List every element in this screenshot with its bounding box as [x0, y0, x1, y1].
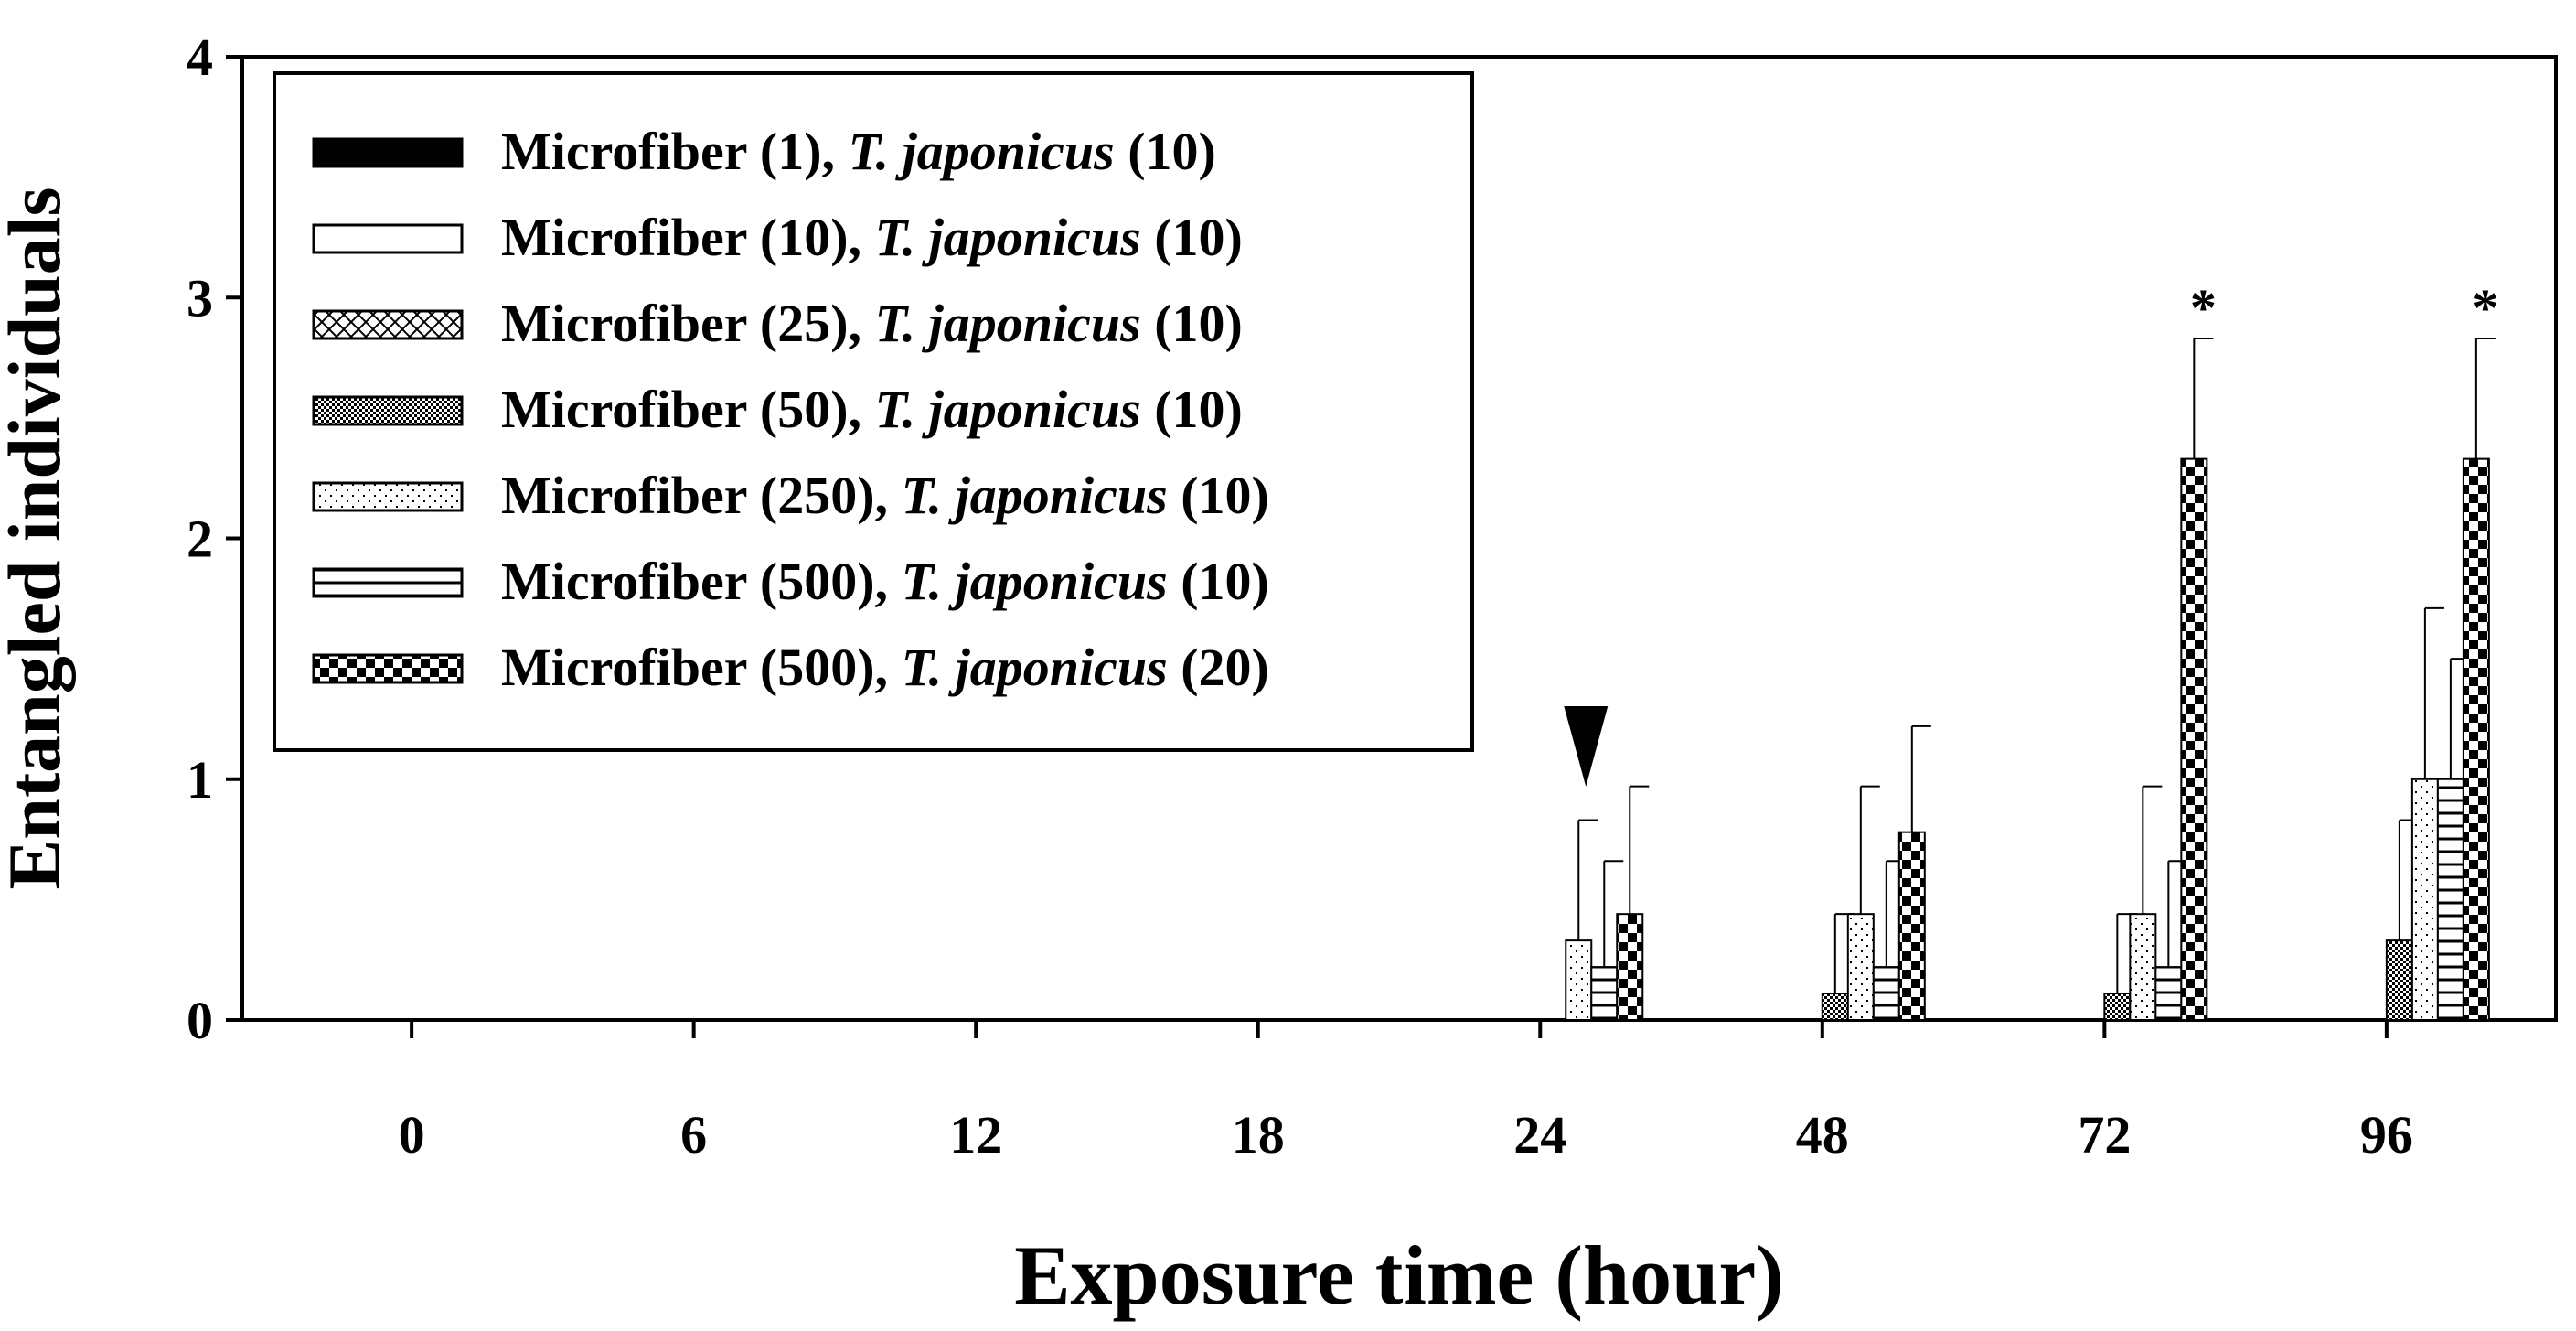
- arrowhead-marker: [1564, 706, 1609, 787]
- bar: [1616, 913, 1644, 1021]
- legend-swatch: [312, 567, 464, 598]
- y-tick-label: 0: [187, 991, 213, 1050]
- x-tick-label: 48: [1796, 1105, 1849, 1165]
- x-tick-label: 96: [2360, 1105, 2413, 1165]
- x-tick-label: 0: [399, 1105, 425, 1165]
- bar: [2103, 993, 2132, 1021]
- legend-swatch: [312, 395, 464, 426]
- legend-label: Microfiber (25), T. japonicus (10): [501, 294, 1243, 353]
- bar: [2462, 457, 2490, 1021]
- bar: [2180, 457, 2208, 1021]
- bar: [1565, 939, 1593, 1021]
- x-tick-label: 6: [680, 1105, 707, 1165]
- y-axis-title: Entangled individuals: [0, 188, 76, 890]
- legend-swatch: [312, 137, 464, 168]
- legend-label: Microfiber (1), T. japonicus (10): [501, 122, 1216, 181]
- legend: Microfiber (1), T. japonicus (10) Microfi…: [273, 71, 1474, 752]
- x-axis-title: Exposure time (hour): [1014, 1229, 1784, 1322]
- y-tick-label: 1: [187, 750, 213, 810]
- legend-swatch: [312, 481, 464, 512]
- bar: [2154, 966, 2183, 1021]
- significance-marker: *: [2472, 278, 2498, 338]
- y-tick-label: 2: [187, 510, 213, 569]
- legend-label: Microfiber (10), T. japonicus (10): [501, 208, 1243, 267]
- y-tick-label: 4: [187, 27, 213, 87]
- bar: [1897, 831, 1926, 1021]
- legend-label: Microfiber (250), T. japonicus (10): [501, 466, 1269, 525]
- bar: [1821, 993, 1849, 1021]
- bar: [2436, 778, 2464, 1021]
- legend-label: Microfiber (500), T. japonicus (10): [501, 552, 1269, 611]
- legend-swatch: [312, 309, 464, 340]
- bar: [1846, 913, 1875, 1021]
- significance-marker: *: [2190, 278, 2217, 338]
- legend-label: Microfiber (50), T. japonicus (10): [501, 380, 1243, 439]
- legend-swatch: [312, 223, 464, 254]
- bar: [2385, 939, 2413, 1021]
- bar: [2410, 778, 2439, 1021]
- bar: [1872, 966, 1900, 1021]
- x-tick-label: 72: [2078, 1105, 2131, 1165]
- legend-box: [273, 71, 1474, 752]
- x-tick-label: 18: [1232, 1105, 1285, 1165]
- x-tick-label: 24: [1513, 1105, 1566, 1165]
- legend-label: Microfiber (500), T. japonicus (20): [501, 638, 1269, 697]
- y-tick-label: 3: [187, 268, 213, 327]
- bar: [2129, 913, 2157, 1021]
- legend-swatch: [312, 653, 464, 684]
- bar: [1590, 966, 1619, 1021]
- x-tick-label: 12: [949, 1105, 1002, 1165]
